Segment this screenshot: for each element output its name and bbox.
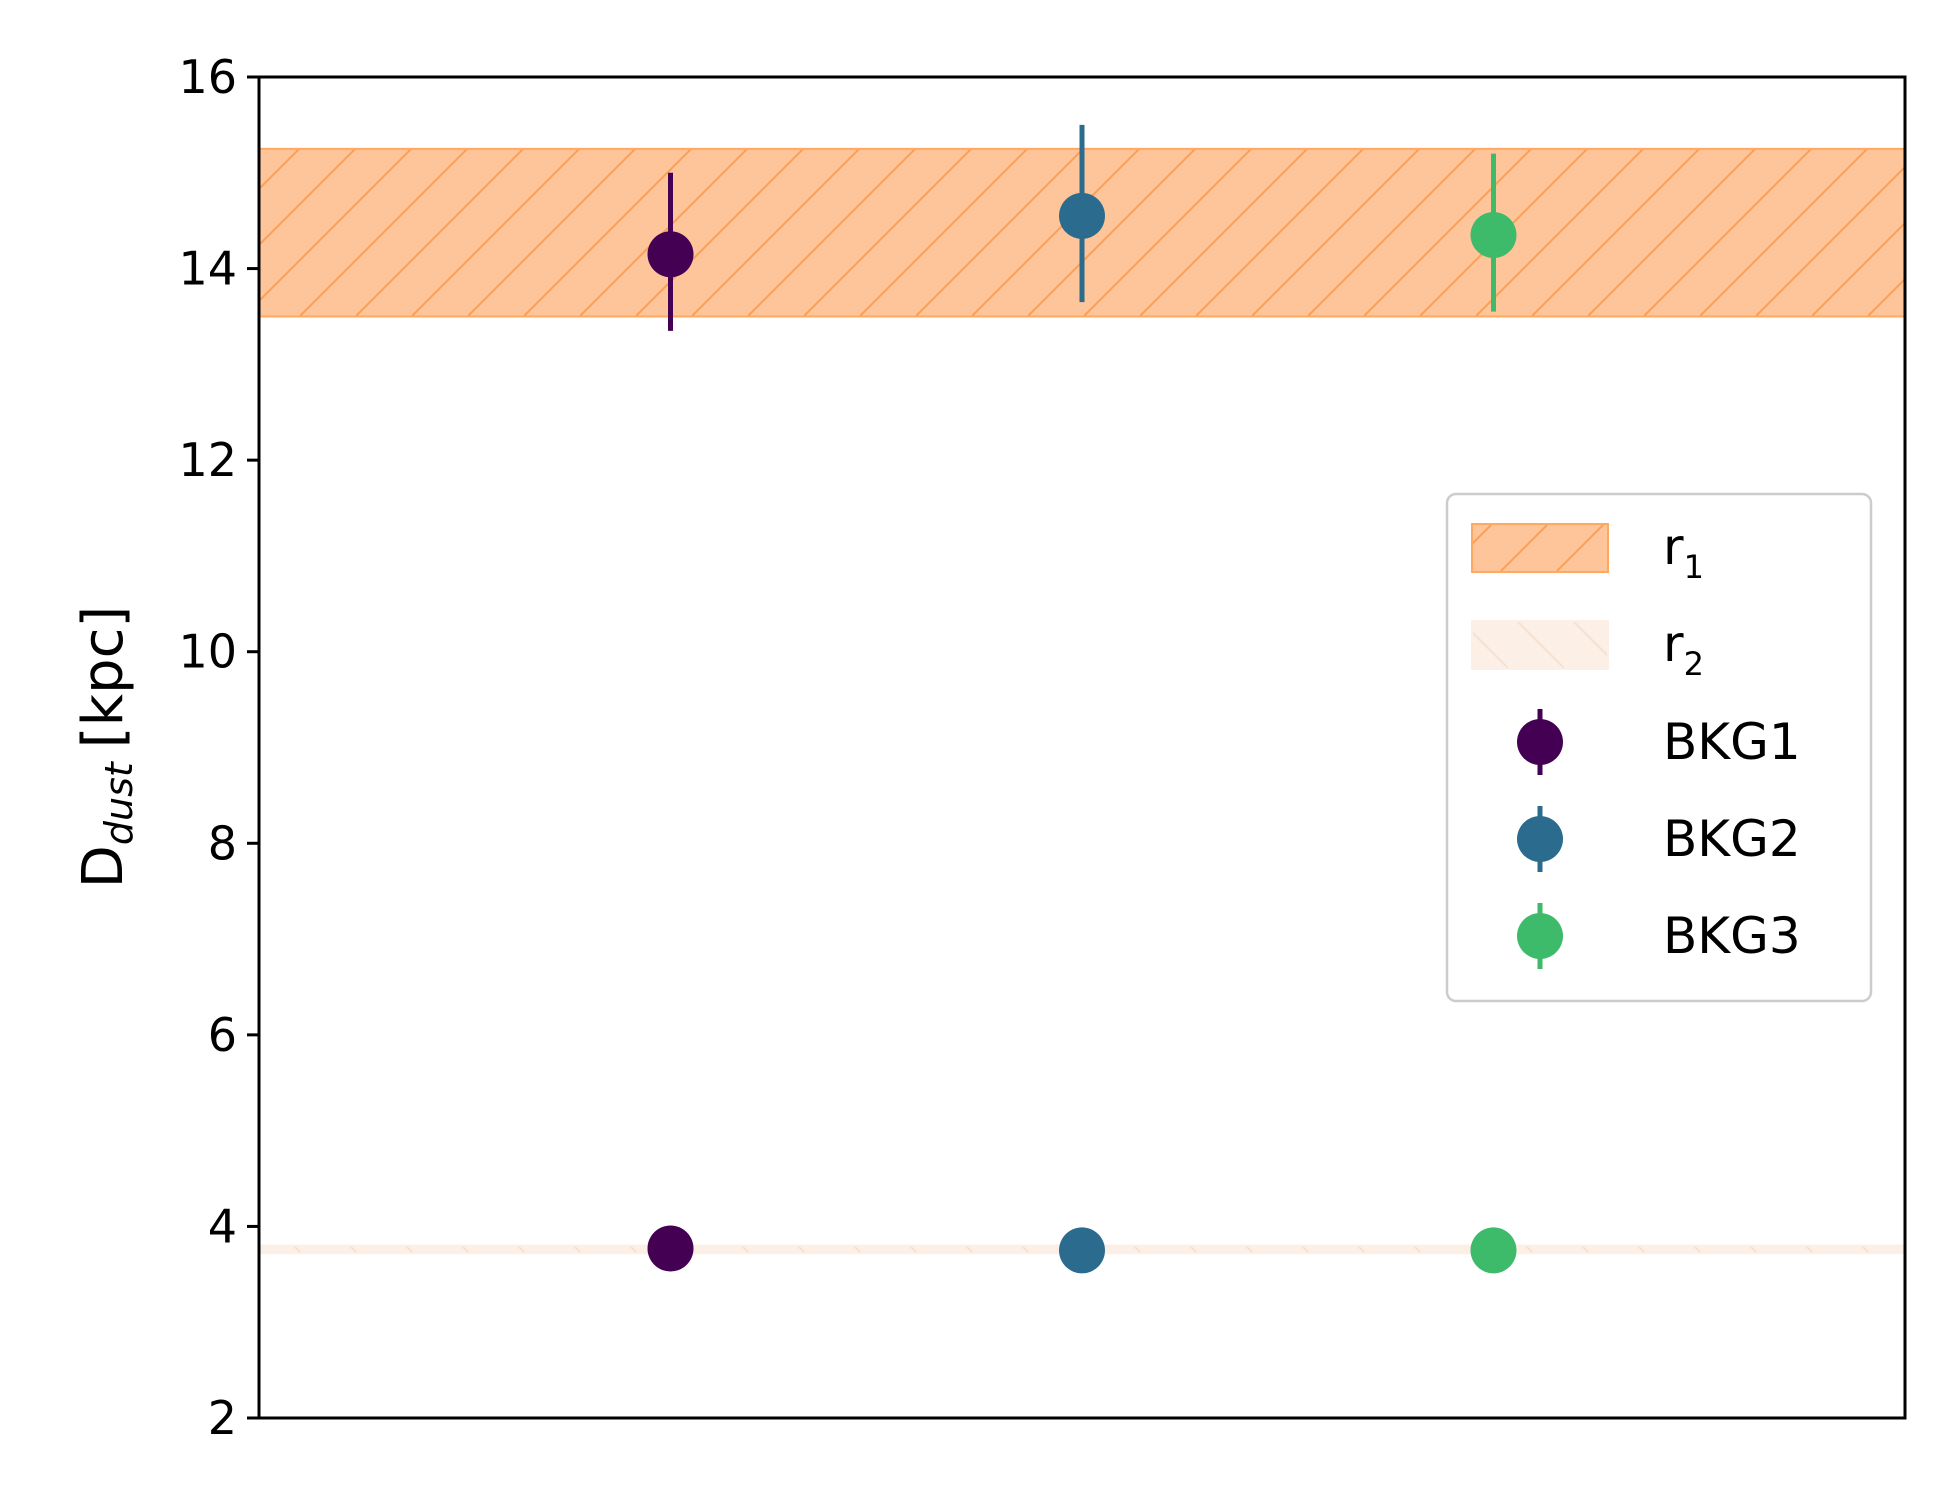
plot-frame [257, 75, 1907, 1420]
legend-swatch [1471, 620, 1609, 670]
legend-item-bkg2: BKG2 [1517, 806, 1801, 872]
legend-items: r1 r2 BKG1 BKG2 BKG3 [1471, 518, 1801, 969]
legend-swatch [1471, 523, 1609, 573]
data-point [1470, 1227, 1517, 1274]
legend-marker [1517, 913, 1563, 959]
data-point [1470, 212, 1517, 259]
legend-marker [1517, 816, 1563, 862]
y-tick-label: 10 [178, 625, 237, 679]
legend-item-r2: r2 [1471, 615, 1704, 683]
legend-label: BKG3 [1663, 907, 1801, 965]
y-axis-label-unit: [kpc] [71, 606, 136, 748]
y-axis: 2 4 6 8 10 12 14 16 [178, 50, 259, 1445]
data-point [1059, 1227, 1105, 1274]
series-bkg3 [1470, 153, 1517, 1274]
y-tick-label: 12 [178, 433, 237, 487]
y-axis-label-sub: dust [97, 760, 141, 845]
y-tick-label: 16 [178, 50, 237, 104]
data-point [647, 231, 694, 278]
series-layer [647, 124, 1517, 1274]
legend-label: BKG2 [1663, 810, 1801, 868]
y-axis-label-base: D [71, 845, 136, 888]
data-point [647, 1225, 694, 1272]
legend: r1 r2 BKG1 BKG2 BKG3 [1445, 492, 1873, 1003]
y-tick-label: 4 [208, 1199, 237, 1253]
legend-item-bkg3: BKG3 [1517, 903, 1801, 969]
y-tick-label: 2 [208, 1391, 237, 1445]
y-tick-label: 8 [208, 816, 237, 870]
data-point [1059, 192, 1105, 239]
legend-marker [1517, 719, 1563, 765]
legend-item-bkg1: BKG1 [1517, 709, 1801, 775]
legend-item-r1: r1 [1471, 518, 1704, 586]
y-axis-label: Ddust [kpc] [71, 606, 141, 889]
y-tick-label: 14 [178, 242, 237, 296]
series-bkg2 [1059, 124, 1105, 1274]
legend-label: r2 [1663, 615, 1704, 683]
legend-label: BKG1 [1663, 713, 1801, 771]
series-bkg1 [647, 172, 694, 1272]
legend-label: r1 [1663, 518, 1704, 586]
y-tick-label: 6 [208, 1008, 237, 1062]
